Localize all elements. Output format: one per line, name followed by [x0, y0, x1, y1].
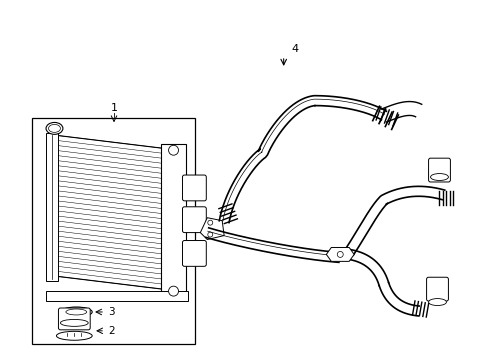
- Ellipse shape: [56, 331, 92, 340]
- Ellipse shape: [427, 298, 446, 306]
- Ellipse shape: [429, 174, 447, 180]
- Text: 3: 3: [108, 307, 115, 317]
- Text: 1: 1: [110, 103, 117, 113]
- Bar: [45, 133, 59, 281]
- Bar: [45, 291, 188, 301]
- Ellipse shape: [66, 309, 86, 315]
- FancyBboxPatch shape: [59, 308, 90, 330]
- Circle shape: [207, 220, 212, 225]
- Polygon shape: [325, 247, 353, 261]
- Polygon shape: [56, 135, 163, 289]
- Circle shape: [337, 251, 343, 257]
- Polygon shape: [200, 218, 224, 239]
- FancyBboxPatch shape: [426, 277, 447, 301]
- Bar: [161, 144, 186, 297]
- Ellipse shape: [61, 307, 92, 317]
- Circle shape: [168, 145, 178, 155]
- Circle shape: [207, 232, 212, 237]
- Ellipse shape: [61, 319, 88, 327]
- Circle shape: [168, 286, 178, 296]
- FancyBboxPatch shape: [182, 175, 206, 201]
- FancyBboxPatch shape: [182, 207, 206, 233]
- Bar: [32, 118, 195, 344]
- Ellipse shape: [46, 122, 63, 134]
- Text: 2: 2: [108, 326, 115, 336]
- FancyBboxPatch shape: [427, 158, 449, 182]
- Ellipse shape: [48, 125, 61, 132]
- Text: 4: 4: [290, 44, 298, 54]
- FancyBboxPatch shape: [182, 240, 206, 266]
